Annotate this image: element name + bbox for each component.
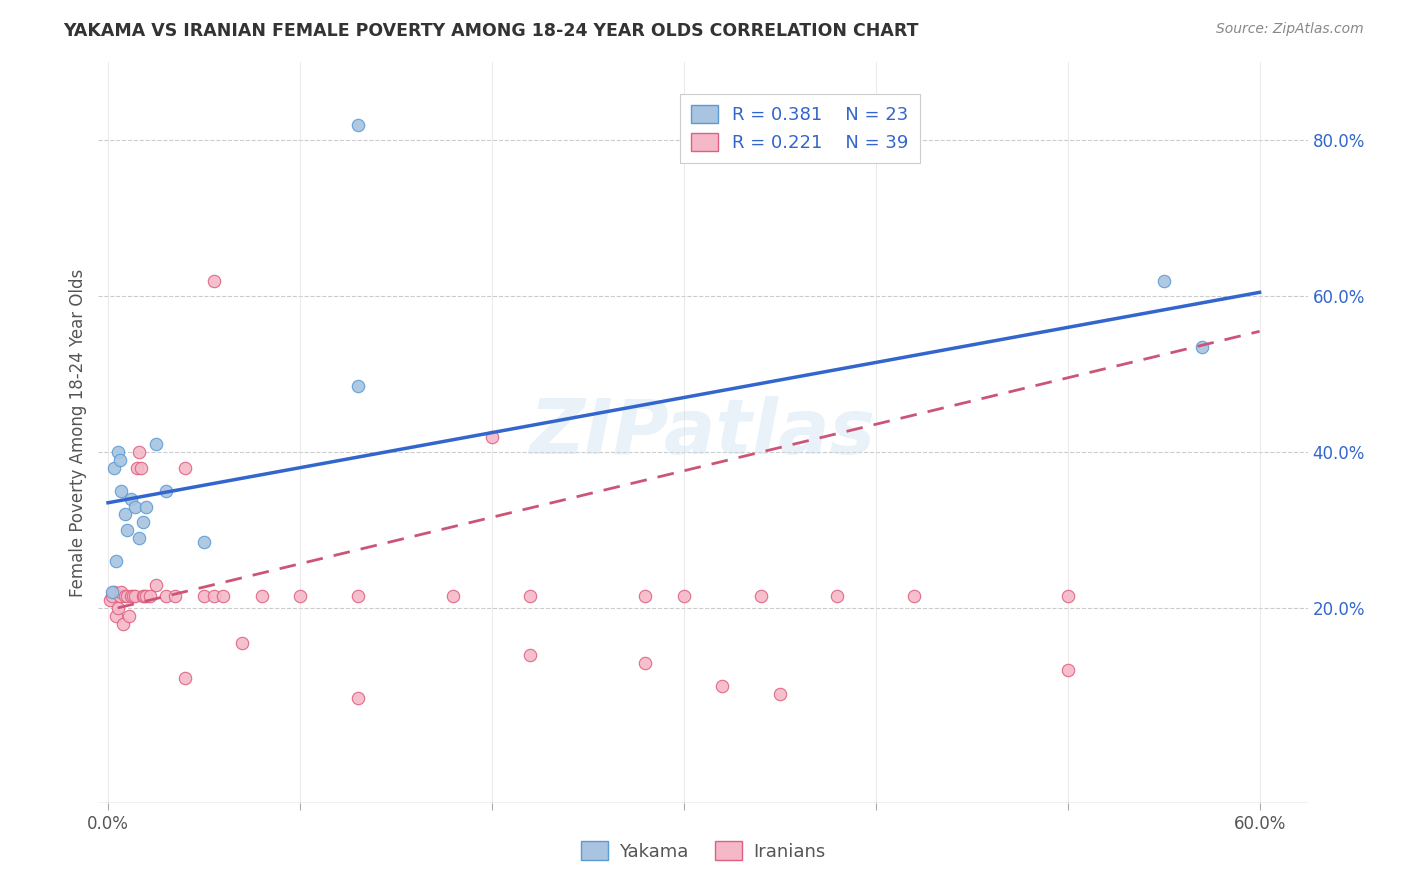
Point — [108, 589, 131, 603]
Point — [1056, 589, 1078, 603]
Point — [519, 589, 541, 603]
Point — [114, 589, 136, 603]
Point — [128, 531, 150, 545]
Point — [634, 589, 657, 603]
Point — [173, 460, 195, 475]
Point — [104, 608, 127, 623]
Text: YAKAMA VS IRANIAN FEMALE POVERTY AMONG 18-24 YEAR OLDS CORRELATION CHART: YAKAMA VS IRANIAN FEMALE POVERTY AMONG 1… — [63, 22, 918, 40]
Point — [115, 523, 138, 537]
Point — [108, 453, 131, 467]
Point — [101, 589, 124, 603]
Point — [155, 484, 177, 499]
Point — [120, 491, 142, 506]
Point — [107, 601, 129, 615]
Point — [165, 589, 187, 603]
Point — [231, 636, 253, 650]
Text: ZIPatlas: ZIPatlas — [530, 396, 876, 469]
Point — [481, 429, 503, 443]
Point — [135, 500, 157, 514]
Point — [346, 690, 368, 705]
Point — [135, 589, 157, 603]
Y-axis label: Female Poverty Among 18-24 Year Olds: Female Poverty Among 18-24 Year Olds — [69, 268, 87, 597]
Point — [110, 585, 132, 599]
Point — [173, 671, 195, 685]
Point — [129, 460, 152, 475]
Point — [131, 515, 153, 529]
Point — [519, 648, 541, 662]
Point — [1153, 274, 1175, 288]
Point — [202, 589, 225, 603]
Point — [110, 484, 132, 499]
Point — [212, 589, 235, 603]
Point — [672, 589, 695, 603]
Point — [114, 508, 136, 522]
Point — [346, 379, 368, 393]
Point — [124, 500, 146, 514]
Point — [98, 593, 121, 607]
Point — [125, 460, 148, 475]
Point — [202, 274, 225, 288]
Point — [103, 460, 125, 475]
Point — [107, 445, 129, 459]
Point — [1056, 663, 1078, 677]
Point — [139, 589, 162, 603]
Point — [903, 589, 925, 603]
Point — [1191, 340, 1213, 354]
Point — [711, 679, 734, 693]
Point — [250, 589, 273, 603]
Point — [128, 445, 150, 459]
Point — [120, 589, 142, 603]
Point — [101, 585, 124, 599]
Point — [103, 585, 125, 599]
Point — [104, 554, 127, 568]
Legend: Yakama, Iranians: Yakama, Iranians — [574, 834, 832, 868]
Point — [193, 589, 215, 603]
Point — [769, 687, 792, 701]
Point — [346, 589, 368, 603]
Point — [118, 608, 141, 623]
Point — [827, 589, 849, 603]
Point — [145, 577, 167, 591]
Point — [155, 589, 177, 603]
Point — [124, 589, 146, 603]
Point — [634, 656, 657, 670]
Point — [443, 589, 465, 603]
Point — [122, 589, 145, 603]
Point — [288, 589, 311, 603]
Point — [346, 118, 368, 132]
Point — [112, 616, 135, 631]
Point — [134, 589, 156, 603]
Point — [115, 589, 138, 603]
Text: Source: ZipAtlas.com: Source: ZipAtlas.com — [1216, 22, 1364, 37]
Point — [193, 534, 215, 549]
Point — [145, 437, 167, 451]
Point — [749, 589, 772, 603]
Point — [131, 589, 153, 603]
